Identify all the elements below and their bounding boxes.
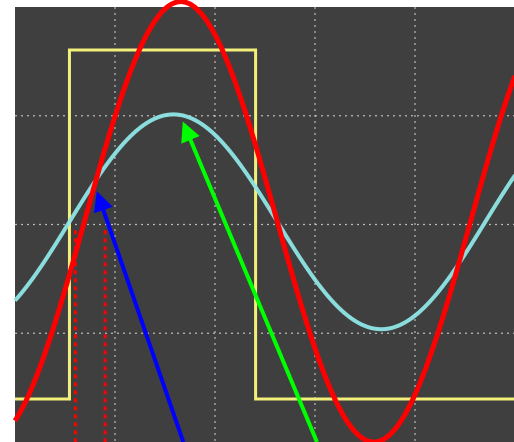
green-arrow — [181, 121, 319, 442]
fundamental-sine-trace — [12, 0, 514, 442]
blue-arrow — [93, 191, 186, 442]
plot-background — [15, 7, 514, 442]
